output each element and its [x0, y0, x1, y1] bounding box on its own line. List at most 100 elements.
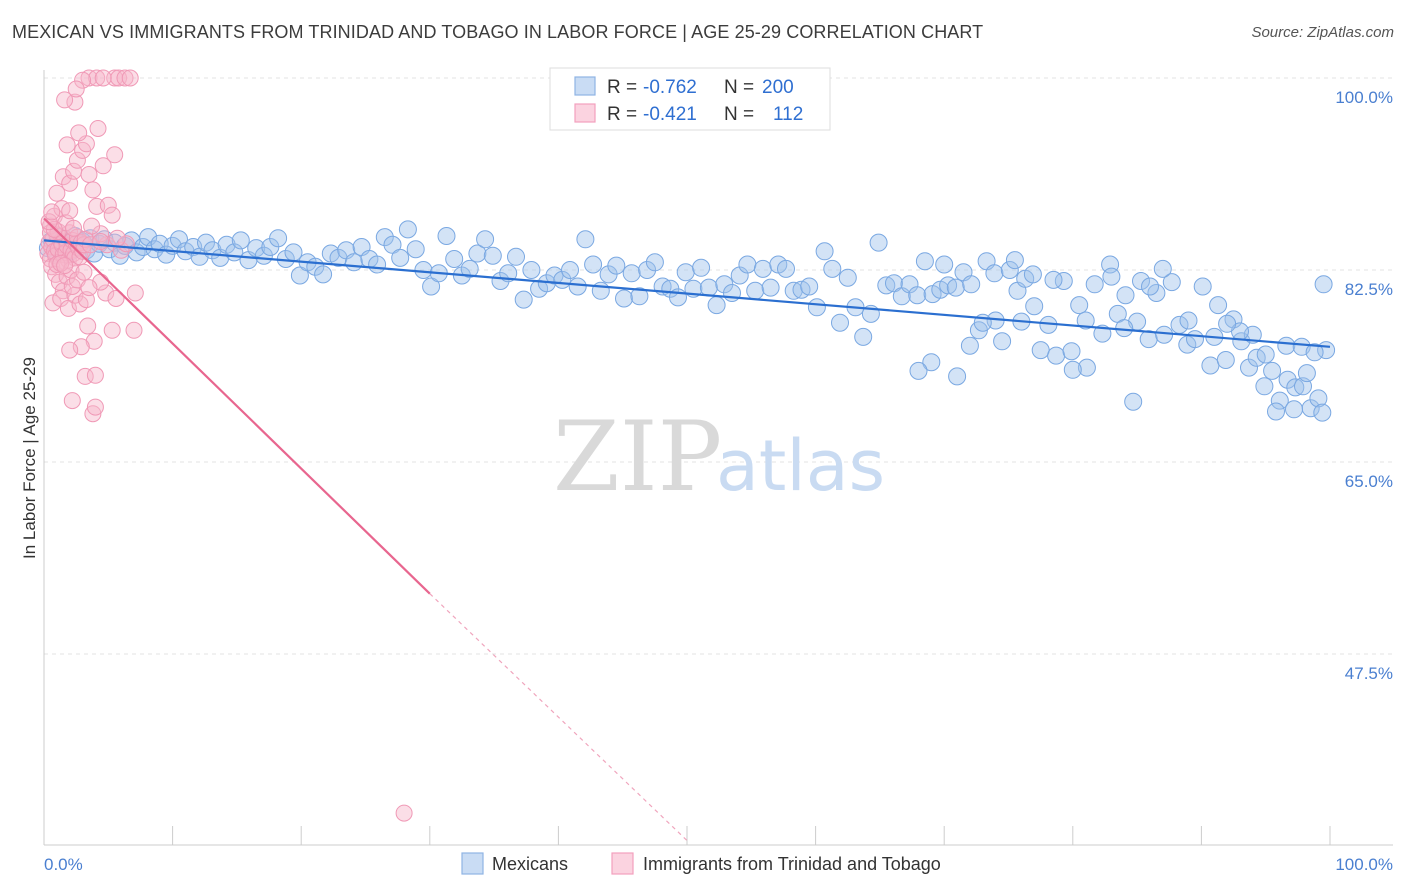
- point-mexicans-204: [960, 336, 979, 355]
- point-mexicans-136: [1000, 261, 1019, 279]
- point-mexicans-115: [838, 268, 857, 287]
- point-trinidad-105: [56, 257, 74, 275]
- point-mexicans-63: [437, 227, 456, 245]
- point-mexicans-205: [948, 367, 967, 386]
- point-trinidad-84: [126, 284, 144, 302]
- point-mexicans-69: [483, 246, 502, 265]
- point-mexicans-197: [1063, 360, 1082, 379]
- point-mexicans-190: [1179, 311, 1198, 330]
- point-trinidad-66: [106, 146, 124, 164]
- point-mexicans-82: [584, 255, 603, 274]
- y-axis-title: In Labor Force | Age 25-29: [20, 357, 39, 559]
- point-mexicans-128: [939, 276, 958, 295]
- point-mexicans-36: [231, 231, 250, 250]
- point-mexicans-73: [514, 290, 533, 309]
- point-trinidad-63: [94, 157, 112, 175]
- point-mexicans-61: [422, 277, 441, 296]
- chart-source: Source: ZipAtlas.com: [1251, 24, 1394, 41]
- point-mexicans-124: [908, 286, 927, 305]
- y-tick-label-0: 100.0%: [1335, 88, 1393, 107]
- trendlines: [43, 217, 1331, 841]
- point-trinidad-79: [63, 392, 81, 410]
- point-mexicans-140: [1031, 341, 1050, 360]
- point-mexicans-103: [746, 281, 765, 300]
- point-mexicans-41: [269, 229, 288, 248]
- point-mexicans-43: [284, 243, 303, 262]
- point-mexicans-181: [1285, 400, 1303, 419]
- point-trinidad-56: [58, 136, 76, 154]
- point-trinidad-78: [86, 366, 104, 384]
- point-trinidad-61: [84, 181, 102, 199]
- point-mexicans-191: [1153, 259, 1172, 278]
- point-trinidad-95: [121, 69, 139, 87]
- point-mexicans-98: [707, 296, 726, 315]
- point-mexicans-107: [777, 259, 795, 278]
- point-mexicans-151: [1116, 286, 1135, 305]
- point-mexicans-112: [815, 242, 834, 261]
- point-mexicans-169: [1255, 377, 1274, 396]
- point-mexicans-87: [622, 264, 641, 283]
- point-mexicans-110: [800, 277, 819, 296]
- bottom-legend-swatch-mexicans: [461, 852, 484, 875]
- watermark-atlas: atlas: [716, 425, 885, 507]
- tick-labels: 100.0% 82.5% 65.0% 47.5% 0.0% 100.0%: [44, 88, 1393, 874]
- legend-r-label-1: R =: [607, 77, 637, 98]
- point-mexicans-72: [507, 247, 525, 266]
- point-trinidad-57: [70, 124, 88, 142]
- point-mexicans-68: [476, 230, 495, 249]
- point-trinidad-108: [80, 279, 98, 297]
- point-mexicans-198: [1044, 270, 1063, 289]
- point-trinidad-100: [395, 804, 413, 822]
- point-mexicans-155: [1147, 284, 1166, 302]
- point-mexicans-153: [1132, 272, 1150, 290]
- point-mexicans-161: [1193, 277, 1212, 296]
- point-mexicans-201: [1005, 251, 1024, 270]
- point-mexicans-113: [823, 259, 842, 278]
- bottom-legend-swatch-trinidad: [611, 852, 634, 875]
- point-mexicans-51: [344, 253, 363, 272]
- point-mexicans-188: [1218, 314, 1237, 333]
- point-mexicans-111: [807, 298, 826, 317]
- point-mexicans-152: [1124, 392, 1143, 411]
- gridlines: [44, 77, 1393, 655]
- point-mexicans-144: [1062, 342, 1081, 361]
- point-mexicans-145: [1070, 296, 1089, 315]
- point-mexicans-157: [1162, 273, 1181, 292]
- legend-n-label-2: N =: [724, 104, 754, 125]
- bottom-legend-label-trinidad: Immigrants from Trinidad and Tobago: [643, 854, 941, 874]
- point-trinidad-73: [79, 317, 97, 335]
- point-trinidad-93: [110, 69, 128, 87]
- point-trinidad-97: [94, 69, 112, 87]
- point-trinidad-36: [65, 219, 83, 237]
- point-trinidad-65: [103, 206, 121, 224]
- point-mexicans-208: [909, 361, 928, 380]
- x-tick-label-0: 0.0%: [44, 855, 83, 874]
- watermark-zip: ZIP: [553, 401, 722, 513]
- point-mexicans-97: [699, 278, 718, 297]
- point-mexicans-180: [1277, 336, 1296, 355]
- point-trinidad-70: [97, 284, 115, 302]
- legend-n-label-1: N =: [724, 77, 754, 98]
- trendline-mexicans: [43, 239, 1331, 348]
- point-mexicans-147: [1085, 275, 1104, 294]
- point-trinidad-43: [44, 294, 62, 312]
- point-mexicans-57: [391, 248, 410, 267]
- y-tick-label-1: 82.5%: [1345, 280, 1393, 299]
- point-mexicans-134: [985, 264, 1004, 283]
- point-mexicans-146: [1077, 358, 1096, 377]
- point-mexicans-86: [615, 289, 633, 308]
- point-mexicans-173: [1286, 378, 1305, 397]
- point-mexicans-59: [406, 240, 425, 259]
- point-mexicans-66: [460, 259, 479, 278]
- legend-swatch-mexicans: [574, 76, 596, 96]
- point-mexicans-207: [922, 353, 941, 372]
- point-mexicans-120: [877, 276, 896, 295]
- legend-swatch-trinidad: [574, 103, 596, 123]
- point-mexicans-119: [869, 233, 888, 252]
- point-mexicans-195: [1102, 267, 1121, 286]
- watermark: ZIP atlas: [553, 401, 885, 513]
- point-mexicans-199: [1025, 297, 1044, 316]
- point-mexicans-96: [692, 258, 711, 277]
- point-mexicans-31: [197, 233, 215, 252]
